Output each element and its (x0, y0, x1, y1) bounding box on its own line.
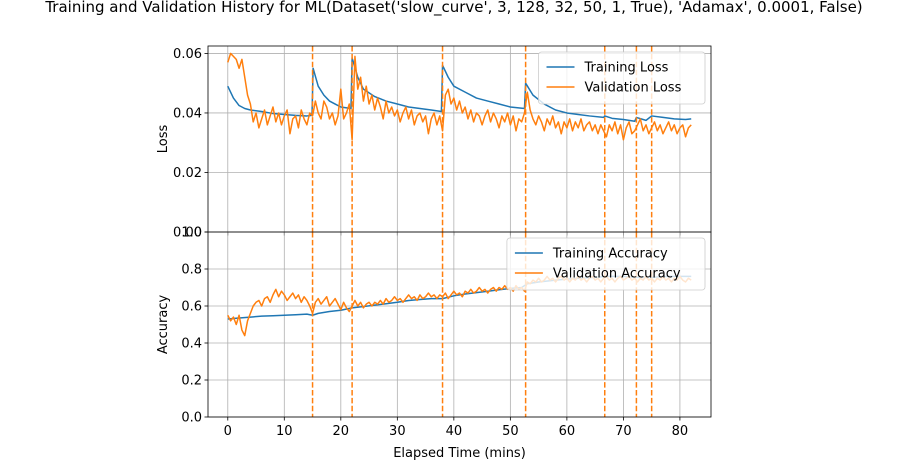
legend-entry-label: Validation Loss (585, 81, 682, 96)
y-tick-label: 0.8 (181, 263, 202, 278)
y-tick-label: 0.6 (181, 300, 202, 315)
x-tick-label: 0 (224, 424, 232, 439)
y-tick-label: 0.4 (181, 337, 202, 352)
y-tick-label: 0.02 (173, 166, 202, 181)
legend-entry-label: Training Loss (584, 61, 669, 76)
y-tick-label: 0.04 (173, 106, 202, 121)
x-tick-label: 60 (559, 424, 576, 439)
loss-subplot: 0.00 0.02 0.04 0.06 Loss Training Loss Validat… (156, 45, 712, 241)
y-tick-label: 0.00 (173, 226, 202, 241)
legend-entry-label: Training Accuracy (552, 247, 668, 262)
y-axis-label: Accuracy (156, 295, 171, 355)
accuracy-subplot: 0.0 0.2 0.4 0.6 0.8 1.0 0 10 20 30 40 50 60 70 80 Accur… (156, 226, 712, 460)
legend-box (538, 51, 706, 105)
y-axis-label: Loss (156, 125, 171, 154)
legend: Training Accuracy Validation Accuracy (506, 237, 706, 291)
x-tick-label: 40 (446, 424, 463, 439)
series-line-validation-loss (227, 52, 692, 141)
chart-title: Training and Validation History for ML(D… (44, 0, 862, 17)
axes-frame (207, 231, 712, 418)
y-tick-label: 0.0 (181, 411, 202, 426)
x-tick-label: 20 (333, 424, 350, 439)
y-tick-label: 1.0 (181, 226, 202, 241)
x-tick-label: 80 (672, 424, 689, 439)
x-tick-label: 50 (502, 424, 519, 439)
legend-entry-label: Validation Accuracy (553, 267, 681, 282)
legend: Training Loss Validation Loss (538, 51, 706, 105)
y-tick-label: 0.2 (181, 374, 202, 389)
x-axis-label: Elapsed Time (mins) (393, 446, 526, 460)
x-tick-label: 70 (615, 424, 632, 439)
y-tick-label: 0.06 (173, 47, 202, 62)
x-tick-label: 30 (389, 424, 406, 439)
legend-box (506, 237, 706, 291)
x-tick-label: 10 (276, 424, 293, 439)
